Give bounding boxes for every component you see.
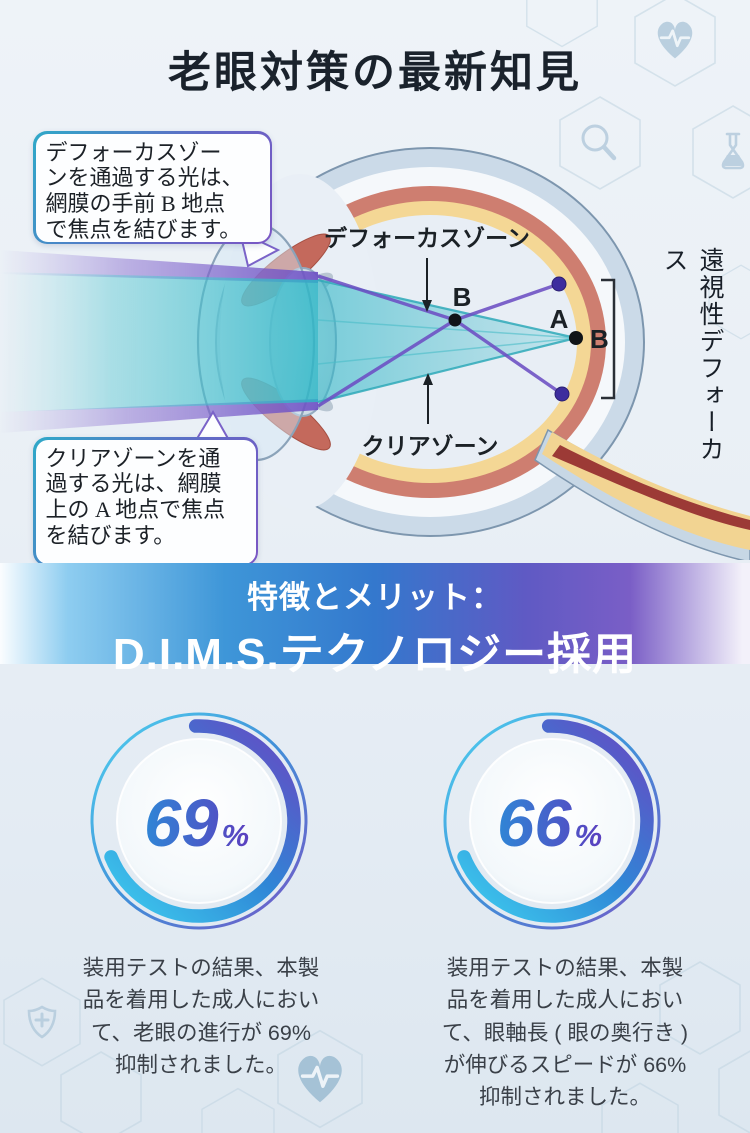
gauge-inner-disc — [469, 738, 635, 904]
page-title: 老眼対策の最新知見 — [168, 50, 582, 97]
shield-plus-icon — [27, 1005, 57, 1039]
optic-nerve — [534, 428, 750, 560]
eye-cross-section-diagram: デフォーカスゾーン B A B クリアゾーン — [0, 147, 750, 560]
light-beam — [0, 250, 318, 433]
search-icon — [581, 124, 617, 161]
defocus-zone-label: デフォーカスゾーン — [324, 225, 530, 251]
gauge-progress-arc — [450, 719, 654, 923]
stat-description-66: 装用テストの結果、本製 品を着用した成人におい て、眼軸長 ( 眼の奥行き ) … — [441, 956, 689, 1109]
hyperopic-defocus-vertical-label: 遠視性デフォーカス — [660, 247, 723, 463]
gauge-outer-ring — [90, 712, 308, 930]
defocus-bracket — [601, 278, 616, 400]
gauge-66-percent: 66% — [443, 712, 661, 930]
feature-banner: 特徴とメリット： D.I.M.S.テクノロジー採用 — [0, 563, 750, 679]
gauge-inner-disc — [116, 738, 282, 904]
banner-subtitle: 特徴とメリット： — [247, 580, 503, 615]
retina-point-purple-bottom — [554, 386, 570, 402]
clear-arrow-up — [423, 373, 433, 424]
gauge-value: 66% — [497, 786, 602, 861]
stat-description-69: 装用テストの結果、本製 品を着用した成人におい て、老眼の進行が 69% 抑制さ… — [82, 956, 320, 1077]
flask-icon — [721, 132, 745, 170]
gauge-value: 69% — [144, 786, 249, 861]
callout-clear-text: クリアゾーンを通 過する光は、網膜 上の A 地点で焦点 を結びます。 — [35, 439, 256, 564]
point-b-retina-label: B — [590, 324, 609, 354]
callout-defocus-zone: デフォーカスゾー ンを通過する光は、 網膜の手前 B 地点 で焦点を結びます。 — [33, 131, 272, 244]
gauge-69-percent: 69% — [90, 712, 308, 930]
banner-title: D.I.M.S.テクノロジー採用 — [112, 630, 638, 679]
gauge-outer-ring — [443, 712, 661, 930]
gauge-progress-arc — [97, 719, 301, 923]
defocus-arrow-down — [422, 258, 432, 312]
focus-point-b-mid — [448, 313, 462, 327]
clear-zone-label: クリアゾーン — [362, 433, 499, 459]
retina-point-purple-top — [551, 276, 567, 292]
callout-defocus-text: デフォーカスゾー ンを通過する光は、 網膜の手前 B 地点 で焦点を結びます。 — [35, 133, 270, 242]
point-b-mid-label: B — [453, 282, 472, 312]
point-a-label: A — [550, 304, 569, 334]
retina-point-a — [569, 331, 583, 345]
clear-zone-rays — [317, 278, 577, 404]
callout-clear-zone: クリアゾーンを通 過する光は、網膜 上の A 地点で焦点 を結びます。 — [33, 437, 258, 566]
